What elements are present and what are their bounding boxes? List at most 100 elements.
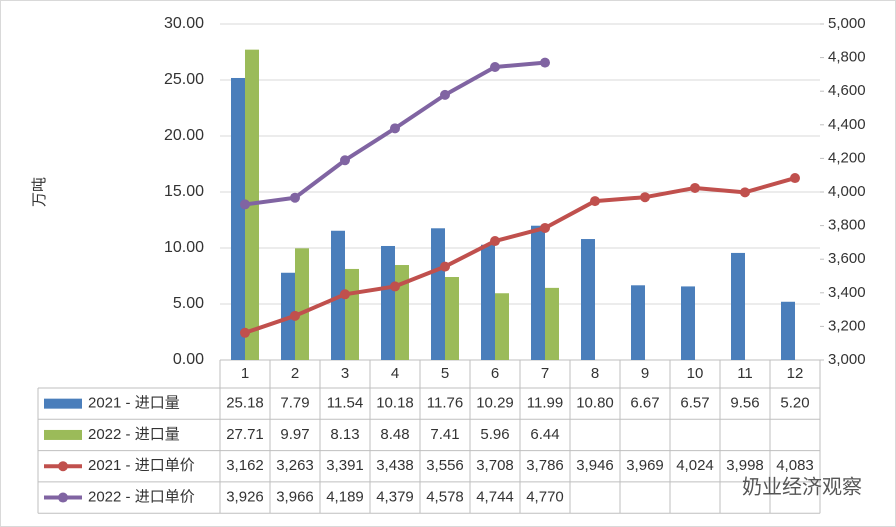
legend-label: 2021 - 进口量 — [88, 395, 180, 412]
table-value: 3,263 — [276, 457, 314, 474]
legend-swatch — [44, 398, 82, 409]
y2-tick-label: 5,000 — [828, 15, 866, 32]
legend-swatch — [44, 429, 82, 440]
table-value: 3,786 — [526, 457, 564, 474]
bar — [481, 244, 495, 360]
table-value: 4,083 — [776, 457, 814, 474]
bar — [631, 285, 645, 360]
bar — [495, 293, 509, 360]
x-tick-label: 9 — [641, 365, 649, 382]
bar — [231, 77, 245, 360]
y-tick-label: 0.00 — [173, 351, 204, 368]
table-value: 10.29 — [476, 395, 514, 412]
table-value: 4,379 — [376, 489, 414, 506]
table-value: 6.67 — [630, 395, 659, 412]
table-value: 7.41 — [430, 426, 459, 443]
x-tick-label: 6 — [491, 365, 499, 382]
table-value: 8.48 — [380, 426, 409, 443]
legend-label: 2022 - 进口单价 — [88, 489, 195, 506]
legend-marker — [58, 492, 68, 503]
table-value: 10.80 — [576, 395, 614, 412]
watermark: 奶业经济观察 — [742, 475, 862, 498]
table-value: 4,744 — [476, 489, 514, 506]
y2-tick-label: 3,600 — [828, 250, 866, 267]
y2-tick-label: 4,600 — [828, 82, 866, 99]
table-value: 3,708 — [476, 457, 514, 474]
table-value: 10.18 — [376, 395, 414, 412]
y2-tick-label: 4,000 — [828, 183, 866, 200]
table-value: 8.13 — [330, 426, 359, 443]
table-value: 3,926 — [226, 489, 264, 506]
y2-tick-label: 3,800 — [828, 217, 866, 234]
bar — [431, 228, 445, 360]
bar — [731, 252, 745, 360]
table-value: 5.20 — [780, 395, 809, 412]
line-point — [490, 236, 500, 247]
bar — [381, 245, 395, 360]
line-point — [340, 289, 350, 300]
x-tick-label: 3 — [341, 365, 349, 382]
table-value: 6.44 — [530, 426, 559, 443]
table-value: 3,998 — [726, 457, 764, 474]
line-point — [340, 155, 350, 166]
table-value: 25.18 — [226, 395, 264, 412]
y2-tick-label: 3,200 — [828, 317, 866, 334]
bar — [345, 268, 359, 360]
y-tick-label: 25.00 — [164, 71, 204, 88]
table-value: 27.71 — [226, 426, 264, 443]
table-value: 3,556 — [426, 457, 464, 474]
y-tick-label: 30.00 — [164, 15, 204, 32]
y2-tick-label: 3,000 — [828, 351, 866, 368]
line — [244, 176, 796, 335]
bar — [445, 277, 459, 360]
table-value: 3,969 — [626, 457, 664, 474]
line-point — [490, 62, 500, 73]
y2-tick-label: 4,400 — [828, 116, 866, 133]
y-tick-label: 15.00 — [164, 183, 204, 200]
bar — [395, 265, 409, 360]
legend-label: 2022 - 进口量 — [88, 426, 180, 443]
legend-marker — [58, 461, 68, 472]
y-tick-label: 20.00 — [164, 127, 204, 144]
line-point — [540, 222, 550, 233]
x-tick-label: 5 — [441, 365, 449, 382]
line-point — [640, 192, 650, 203]
x-tick-label: 10 — [687, 365, 704, 382]
line-point — [690, 182, 700, 193]
line-point — [390, 123, 400, 134]
line-point — [740, 187, 750, 198]
line-point — [440, 89, 450, 100]
x-tick-label: 12 — [787, 365, 804, 382]
bar — [545, 287, 559, 360]
x-tick-label: 11 — [737, 365, 753, 382]
table-value: 6.57 — [680, 395, 709, 412]
line-point — [440, 261, 450, 272]
line-point — [290, 310, 300, 321]
table-value: 4,024 — [676, 457, 714, 474]
table-value: 5.96 — [480, 426, 509, 443]
bar — [681, 286, 695, 360]
table-value: 4,189 — [326, 489, 364, 506]
table-value: 3,966 — [276, 489, 314, 506]
line-point — [290, 192, 300, 203]
table-value: 11.54 — [327, 395, 363, 412]
line-point — [590, 196, 600, 207]
bar — [295, 248, 309, 360]
table-value: 9.56 — [730, 395, 759, 412]
bar — [531, 225, 545, 360]
table-value: 3,946 — [576, 457, 614, 474]
y2-tick-label: 4,200 — [828, 149, 866, 166]
table-value: 3,391 — [326, 457, 364, 474]
x-tick-label: 4 — [391, 365, 399, 382]
line-point — [390, 281, 400, 292]
x-tick-label: 7 — [541, 365, 549, 382]
line-point — [540, 57, 550, 68]
table-value: 7.79 — [280, 395, 309, 412]
table-value: 11.76 — [427, 395, 463, 412]
y2-tick-label: 4,800 — [828, 49, 866, 66]
legend-label: 2021 - 进口单价 — [88, 457, 195, 474]
table-value: 11.99 — [527, 395, 563, 412]
y-tick-label: 10.00 — [164, 239, 204, 256]
table-value: 4,770 — [526, 489, 564, 506]
bar — [581, 239, 595, 360]
